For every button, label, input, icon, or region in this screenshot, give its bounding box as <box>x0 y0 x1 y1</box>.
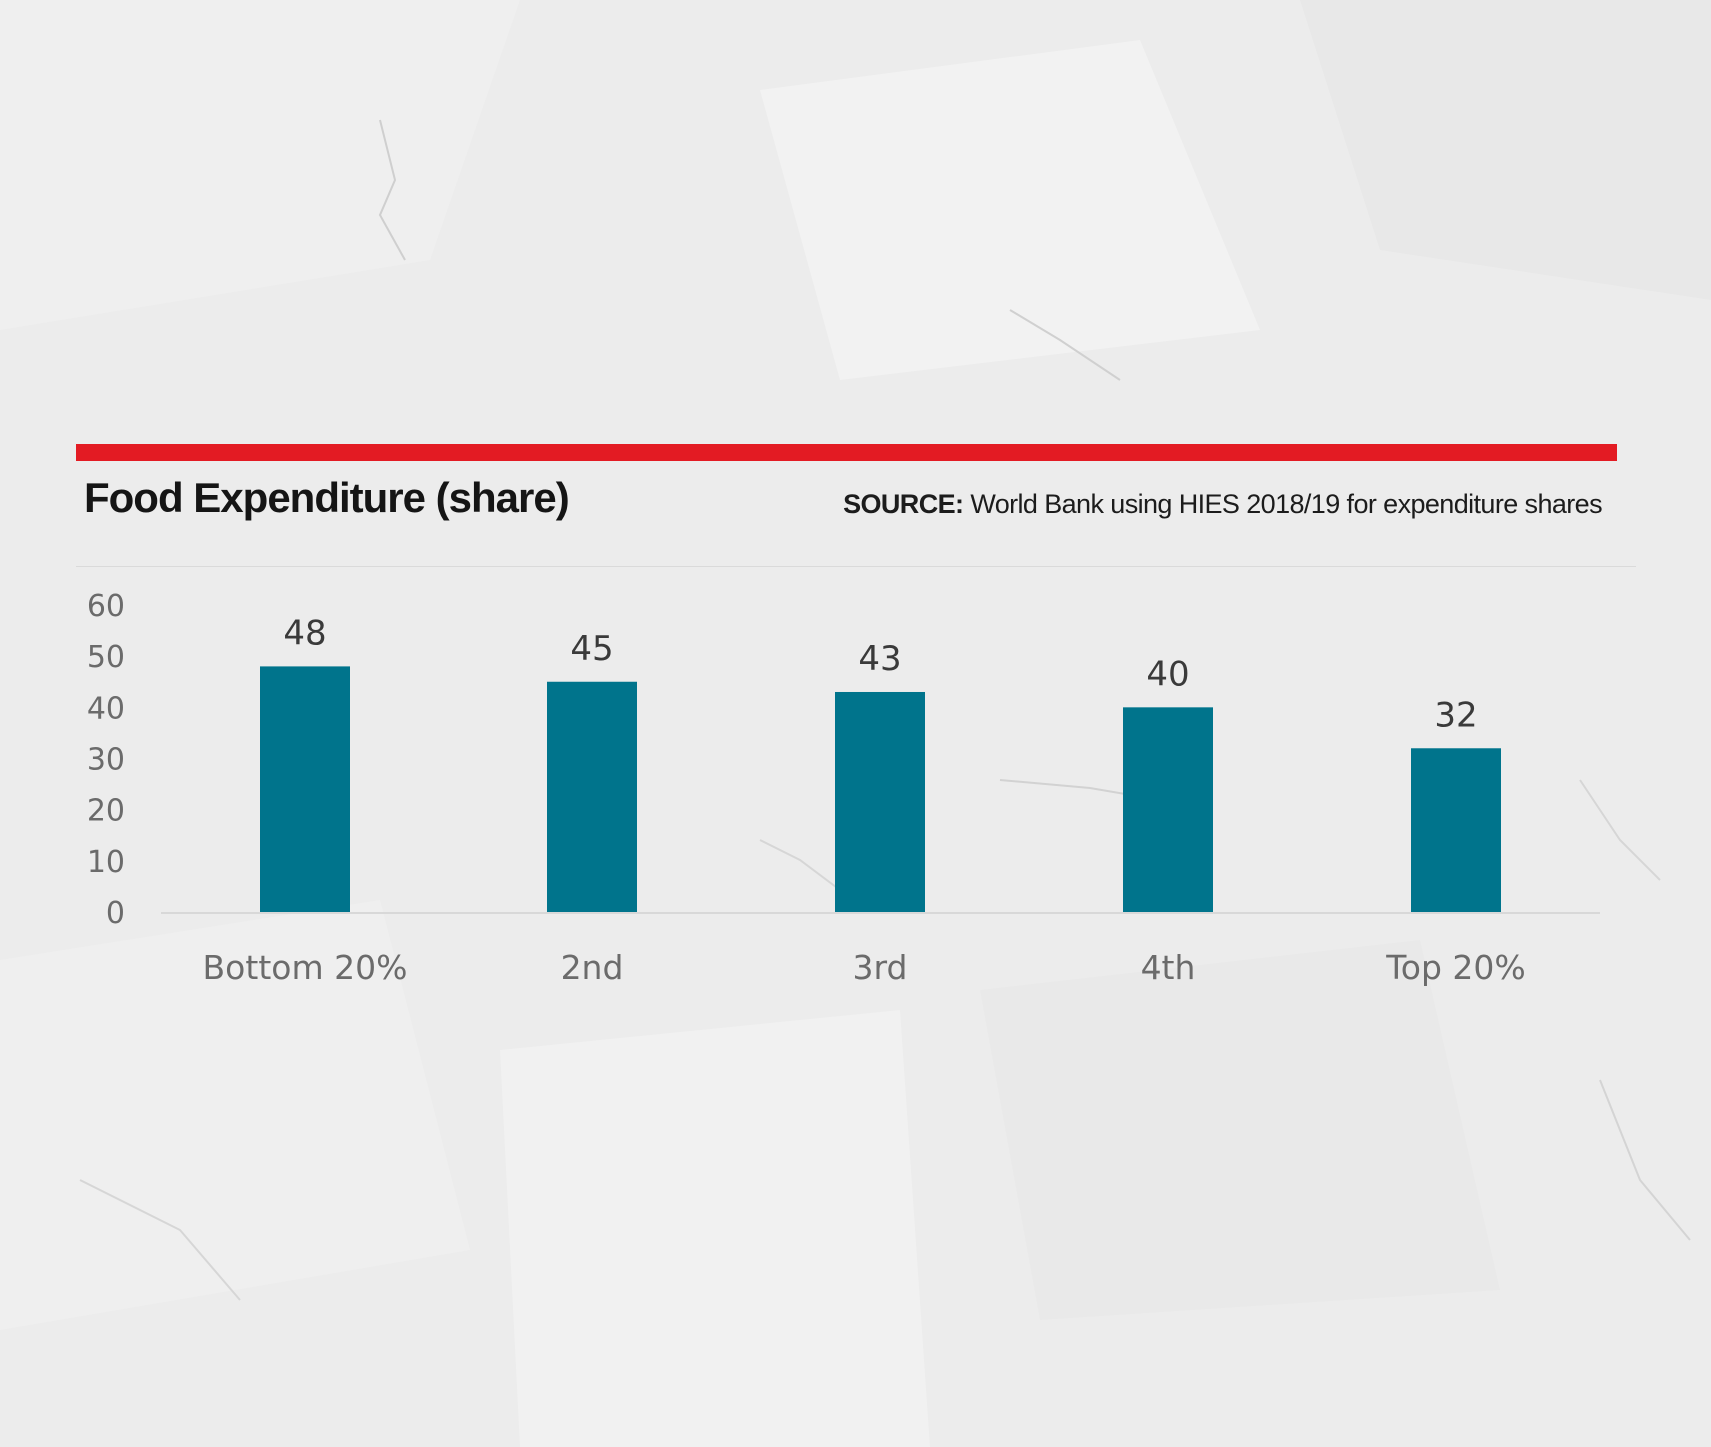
bar <box>1411 748 1501 912</box>
category-label: Top 20% <box>1385 948 1526 987</box>
source-note: SOURCE: World Bank using HIES 2018/19 fo… <box>843 489 1603 520</box>
y-tick-label: 50 <box>87 640 125 675</box>
bar <box>260 666 350 912</box>
y-axis: 0 10 20 30 40 50 60 <box>87 589 125 931</box>
y-tick-label: 30 <box>87 743 125 778</box>
category-labels: Bottom 20% 2nd 3rd 4th Top 20% <box>203 948 1526 987</box>
category-label: 2nd <box>561 948 624 987</box>
y-tick-label: 0 <box>106 896 125 931</box>
bar-value-label: 32 <box>1434 695 1477 735</box>
y-tick-label: 10 <box>87 845 125 880</box>
source-text: World Bank using HIES 2018/19 for expend… <box>970 489 1602 519</box>
category-label: 4th <box>1141 948 1196 987</box>
bar <box>1123 707 1213 912</box>
y-tick-label: 40 <box>87 691 125 726</box>
bars <box>260 666 1501 912</box>
y-tick-label: 20 <box>87 794 125 829</box>
category-label: Bottom 20% <box>203 948 408 987</box>
bar-value-label: 48 <box>283 613 326 653</box>
red-accent-rule <box>76 444 1617 461</box>
chart-title: Food Expenditure (share) <box>84 474 570 521</box>
y-tick-label: 60 <box>87 589 125 624</box>
source-label: SOURCE: <box>843 489 964 519</box>
bar-value-label: 45 <box>570 629 613 669</box>
bar <box>835 691 925 912</box>
category-label: 3rd <box>853 948 908 987</box>
bar <box>547 681 637 912</box>
bar-value-label: 43 <box>858 639 901 679</box>
bar-value-label: 40 <box>1146 654 1189 694</box>
value-labels: 48 45 43 40 32 <box>283 613 1477 735</box>
header-divider <box>76 566 1636 567</box>
